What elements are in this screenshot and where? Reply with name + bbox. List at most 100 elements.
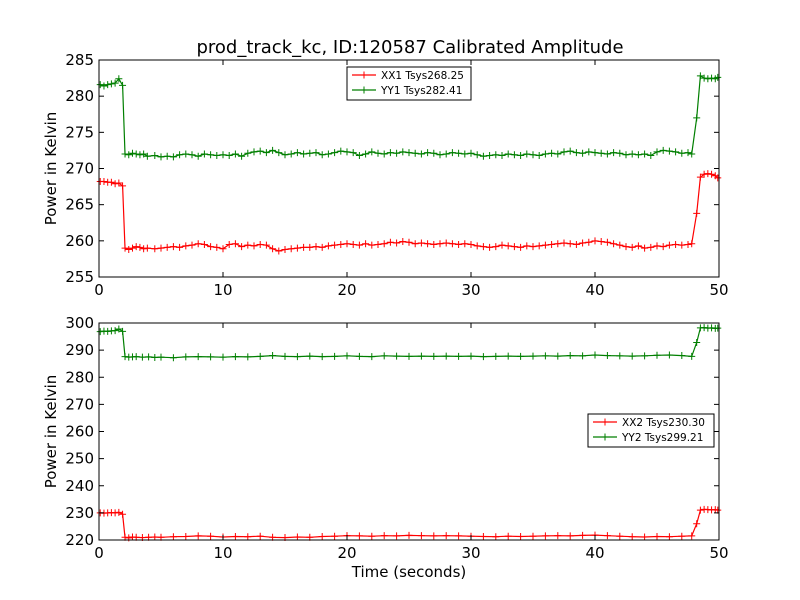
data-point xyxy=(597,238,605,246)
data-point xyxy=(368,532,376,540)
data-point xyxy=(128,244,136,252)
data-point xyxy=(306,243,314,251)
data-point xyxy=(337,147,345,155)
data-point xyxy=(417,352,425,360)
data-point xyxy=(331,532,339,540)
data-point xyxy=(393,352,401,360)
data-point xyxy=(200,150,208,158)
data-point xyxy=(442,352,450,360)
data-point xyxy=(368,353,376,361)
data-point xyxy=(473,151,481,159)
data-point xyxy=(417,239,425,247)
data-point xyxy=(641,150,649,158)
subplot-1: 0 10 20 30 40 50 255 260 265 270 275 280 285 Power in… xyxy=(42,51,729,299)
data-point xyxy=(136,243,144,251)
data-point xyxy=(461,240,469,248)
data-point xyxy=(616,352,624,360)
data-point xyxy=(436,151,444,159)
data-point xyxy=(517,532,525,540)
data-point xyxy=(244,241,252,249)
data-point xyxy=(132,353,140,361)
data-point xyxy=(151,353,159,361)
legend-box xyxy=(587,413,715,448)
legend-marker xyxy=(360,71,368,79)
data-point xyxy=(572,149,580,157)
data-point xyxy=(256,240,264,248)
data-point xyxy=(479,152,487,160)
data-point xyxy=(659,243,667,251)
data-point xyxy=(104,327,112,335)
data-point xyxy=(628,352,636,360)
data-point xyxy=(442,532,450,540)
data-point xyxy=(704,75,712,83)
data-point xyxy=(529,532,537,540)
data-point xyxy=(231,532,239,540)
data-point xyxy=(96,328,104,336)
data-point xyxy=(417,150,425,158)
data-point xyxy=(610,149,618,157)
data-point xyxy=(132,150,140,158)
data-point xyxy=(455,149,463,157)
legend: XX1 Tsys268.25 YY1 Tsys282.41 xyxy=(346,66,472,101)
data-point xyxy=(647,151,655,159)
data-point xyxy=(119,327,127,335)
x-tick-label: 50 xyxy=(709,544,728,562)
data-point xyxy=(269,245,277,253)
data-point xyxy=(111,79,119,87)
data-point xyxy=(231,353,239,361)
y-tick-label: 265 xyxy=(65,196,94,214)
y-axis-label: Power in Kelvin xyxy=(42,112,60,226)
data-point xyxy=(182,150,190,158)
data-point xyxy=(424,149,432,157)
data-point xyxy=(641,352,649,360)
data-point xyxy=(700,74,708,82)
data-point xyxy=(194,152,202,160)
data-point xyxy=(541,352,549,360)
data-point xyxy=(238,243,246,251)
data-point xyxy=(579,239,587,247)
data-point xyxy=(96,81,104,89)
y-tick-label: 275 xyxy=(65,123,94,141)
data-point xyxy=(628,533,636,541)
data-point xyxy=(492,533,500,541)
data-point xyxy=(136,151,144,159)
data-point xyxy=(194,353,202,361)
data-point xyxy=(318,353,326,361)
data-point xyxy=(554,352,562,360)
data-point xyxy=(700,170,708,178)
data-point xyxy=(688,352,696,360)
x-tick-label: 30 xyxy=(461,544,480,562)
data-point xyxy=(169,243,177,251)
data-point xyxy=(566,532,574,540)
data-point xyxy=(714,324,722,332)
data-point xyxy=(535,151,543,159)
data-point xyxy=(293,353,301,361)
data-point xyxy=(693,339,701,347)
data-point xyxy=(579,149,587,157)
data-point xyxy=(269,352,277,360)
data-point xyxy=(672,240,680,248)
data-point xyxy=(107,80,115,88)
data-point xyxy=(140,150,148,158)
data-point xyxy=(548,240,556,248)
legend-item: XX2 Tsys230.30 xyxy=(593,417,705,429)
data-point xyxy=(411,149,419,157)
data-point xyxy=(541,532,549,540)
data-point xyxy=(616,149,624,157)
data-point xyxy=(293,149,301,157)
data-point xyxy=(641,533,649,541)
data-point xyxy=(696,173,704,181)
y-tick-label: 300 xyxy=(65,314,94,332)
data-point xyxy=(603,238,611,246)
data-point xyxy=(704,170,712,178)
data-point xyxy=(455,532,463,540)
data-point xyxy=(616,241,624,249)
data-point xyxy=(517,352,525,360)
data-point xyxy=(349,149,357,157)
data-point xyxy=(343,148,351,156)
data-point xyxy=(331,352,339,360)
data-point xyxy=(119,81,127,89)
data-point xyxy=(207,532,215,540)
data-point xyxy=(684,149,692,157)
